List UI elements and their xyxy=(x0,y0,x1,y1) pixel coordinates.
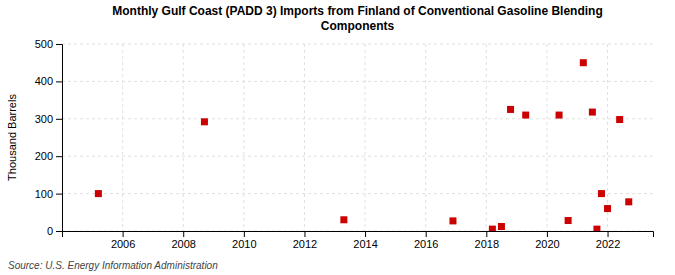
grid xyxy=(62,44,653,231)
point xyxy=(589,109,596,116)
point xyxy=(507,106,514,113)
point xyxy=(604,205,611,212)
axis-line xyxy=(56,45,63,232)
point xyxy=(593,226,600,231)
tick: 2016 xyxy=(414,231,438,250)
tick-label: 2016 xyxy=(414,238,438,250)
tick-mark xyxy=(486,231,487,237)
tick-mark xyxy=(56,44,62,45)
tick: 2006 xyxy=(111,231,135,250)
point xyxy=(556,112,563,119)
tick: 2022 xyxy=(596,231,620,250)
tick-label: 2008 xyxy=(171,238,195,250)
grid-line xyxy=(62,81,653,82)
points xyxy=(95,59,632,231)
tick: 100 xyxy=(35,188,62,200)
tick-mark xyxy=(123,231,124,237)
title: Monthly Gulf Coast (PADD 3) Imports from… xyxy=(112,4,602,33)
point xyxy=(201,118,208,125)
grid-line xyxy=(62,193,653,194)
tick: 0 xyxy=(47,225,62,237)
point xyxy=(95,190,102,197)
tick-label: 100 xyxy=(35,188,53,200)
tick-mark xyxy=(56,231,62,232)
tick: 2014 xyxy=(353,231,377,250)
point xyxy=(625,198,632,205)
grid-line xyxy=(607,44,608,231)
point xyxy=(522,112,529,119)
tick-mark xyxy=(56,81,62,82)
tick-mark xyxy=(56,194,62,195)
tick-label: 2006 xyxy=(111,238,135,250)
y-axis: 0 100 200 300 400 500 xyxy=(35,38,63,237)
grid-line xyxy=(122,44,123,231)
grid-line xyxy=(243,44,244,231)
grid-line xyxy=(486,44,487,231)
point xyxy=(498,223,505,230)
tick-label: 0 xyxy=(47,225,53,237)
grid-line xyxy=(425,44,426,231)
tick: 2008 xyxy=(171,231,195,250)
tick-label: 200 xyxy=(35,150,53,162)
tick-mark xyxy=(365,231,366,237)
point xyxy=(449,217,456,224)
point xyxy=(580,59,587,66)
grid-line xyxy=(62,118,653,119)
tick-mark xyxy=(56,119,62,120)
tick-mark xyxy=(244,231,245,237)
tick-mark xyxy=(183,231,184,237)
y-axis-title: Thousand Barrels xyxy=(6,94,18,181)
tick-mark xyxy=(608,231,609,237)
point xyxy=(565,217,572,224)
tick-label: 2010 xyxy=(232,238,256,250)
tick-mark xyxy=(426,231,427,237)
tick-label: 2014 xyxy=(353,238,377,250)
tick: 300 xyxy=(35,113,62,125)
point xyxy=(598,190,605,197)
plot-area: 2006 2008 2010 2012 2014 2016 2018 2020 2022 0 100… xyxy=(35,38,654,250)
tick-label: 2022 xyxy=(596,238,620,250)
tick-label: 2012 xyxy=(293,238,317,250)
tick-label: 500 xyxy=(35,38,53,50)
tick: 400 xyxy=(35,75,62,87)
grid-line xyxy=(62,156,653,157)
source-note: Source: U.S. Energy Information Administ… xyxy=(8,260,218,271)
x-axis: 2006 2008 2010 2012 2014 2016 2018 2020 2022 xyxy=(63,231,654,250)
point xyxy=(489,226,496,231)
tick-mark xyxy=(547,231,548,237)
tick-label: 2018 xyxy=(475,238,499,250)
tick: 2012 xyxy=(293,231,317,250)
grid-line xyxy=(304,44,305,231)
grid-line xyxy=(546,44,547,231)
tick: 500 xyxy=(35,38,62,50)
tick: 2020 xyxy=(535,231,559,250)
tick: 200 xyxy=(35,150,62,162)
grid-line xyxy=(183,44,184,231)
tick-label: 2020 xyxy=(535,238,559,250)
grid-line xyxy=(365,44,366,231)
tick-mark xyxy=(56,156,62,157)
grid-line xyxy=(62,44,653,45)
tick-label: 300 xyxy=(35,113,53,125)
tick-mark xyxy=(304,231,305,237)
tick-label: 400 xyxy=(35,75,53,87)
chart: 2006 2008 2010 2012 2014 2016 2018 2020 2022 0 100… xyxy=(0,0,675,275)
tick: 2018 xyxy=(475,231,499,250)
axis-line xyxy=(63,232,654,238)
point xyxy=(616,116,623,123)
tick: 2010 xyxy=(232,231,256,250)
point xyxy=(340,216,347,223)
